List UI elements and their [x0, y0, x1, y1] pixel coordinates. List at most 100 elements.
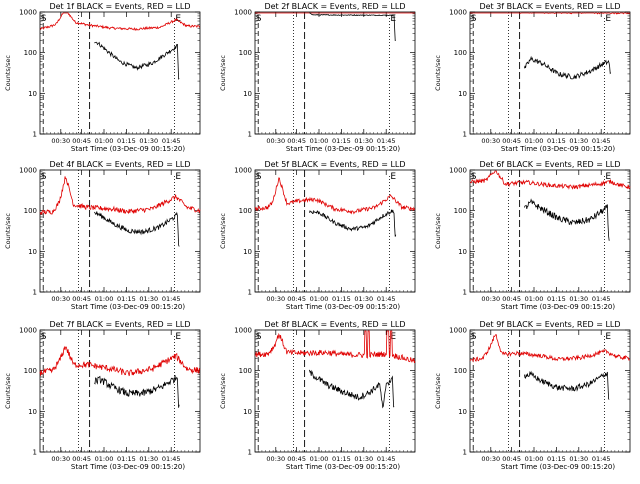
x-tick-label: 01:30	[569, 137, 588, 145]
detector-panel-7: Det 7f BLACK = Events, RED = LLD Counts/s…	[4, 320, 201, 471]
events-series-line	[524, 198, 610, 241]
x-tick-label: 01:30	[139, 455, 158, 463]
plot-frame	[254, 169, 416, 293]
x-tick-label: 01:15	[117, 295, 136, 303]
y-tick-label: 10	[28, 248, 37, 256]
x-tick-label: 01:15	[547, 455, 566, 463]
panel-title: Det 6f BLACK = Events, RED = LLD	[479, 160, 620, 169]
lld-series-line	[254, 177, 416, 215]
x-tick-label: 01:30	[354, 455, 373, 463]
x-tick-label: 00:45	[72, 295, 91, 303]
x-axis-label: Start Time (03-Dec-09 00:15:20)	[286, 145, 400, 153]
y-tick-label: 1	[463, 289, 467, 297]
events-series-line	[94, 374, 180, 408]
lld-series-line	[469, 170, 631, 190]
detector-panel-9: Det 9f BLACK = Events, RED = LLD Counts/s…	[434, 320, 631, 471]
x-tick-label: 00:45	[287, 137, 306, 145]
x-tick-label: 00:45	[287, 455, 306, 463]
start-marker-label: S	[471, 332, 477, 342]
x-tick-label: 00:30	[481, 137, 500, 145]
x-tick-label: 01:00	[310, 295, 329, 303]
start-marker-label: S	[471, 172, 477, 182]
events-series-line	[94, 211, 180, 247]
y-tick-label: 100	[24, 207, 37, 215]
x-tick-label: 00:30	[51, 455, 70, 463]
panel-title: Det 3f BLACK = Events, RED = LLD	[479, 2, 620, 11]
y-tick-label: 10	[458, 90, 467, 98]
y-tick-label: 100	[24, 367, 37, 375]
x-tick-label: 01:15	[547, 137, 566, 145]
y-tick-label: 1	[248, 449, 252, 457]
y-axis-label: Counts/sec	[4, 213, 12, 249]
lld-series-line	[254, 330, 416, 364]
plot-frame	[39, 329, 201, 453]
y-tick-label: 1	[248, 289, 252, 297]
plot-frame	[469, 169, 631, 293]
start-marker-label: S	[41, 172, 47, 182]
panel-title: Det 1f BLACK = Events, RED = LLD	[49, 2, 190, 11]
x-axis-label: Start Time (03-Dec-09 00:15:20)	[501, 145, 615, 153]
events-series-line	[309, 12, 396, 42]
start-marker-label: S	[256, 172, 262, 182]
y-tick-label: 1000	[19, 9, 37, 17]
y-tick-label: 10	[458, 408, 467, 416]
x-tick-label: 01:15	[547, 295, 566, 303]
lld-series-line	[39, 176, 201, 215]
lld-series-line	[39, 12, 201, 32]
panel-title: Det 7f BLACK = Events, RED = LLD	[49, 320, 190, 329]
y-tick-label: 1000	[234, 327, 252, 335]
x-tick-label: 01:30	[139, 137, 158, 145]
lld-series-line	[39, 345, 201, 377]
panel-title: Det 9f BLACK = Events, RED = LLD	[479, 320, 620, 329]
x-tick-label: 01:45	[377, 295, 396, 303]
y-tick-label: 100	[454, 207, 467, 215]
detector-panel-3: Det 3f BLACK = Events, RED = LLD Counts/s…	[434, 2, 631, 153]
x-tick-label: 00:30	[266, 295, 285, 303]
x-tick-label: 00:45	[72, 137, 91, 145]
x-tick-label: 01:45	[592, 137, 611, 145]
panel-title: Det 4f BLACK = Events, RED = LLD	[49, 160, 190, 169]
y-tick-label: 1000	[19, 327, 37, 335]
x-tick-label: 01:00	[310, 455, 329, 463]
x-tick-label: 01:15	[332, 137, 351, 145]
lld-series-line	[470, 12, 631, 15]
start-marker-label: S	[256, 332, 262, 342]
end-marker-label: E	[390, 14, 396, 24]
x-tick-label: 00:30	[51, 295, 70, 303]
x-tick-label: 00:45	[287, 295, 306, 303]
y-tick-label: 100	[454, 367, 467, 375]
y-tick-label: 1	[463, 449, 467, 457]
x-tick-label: 01:00	[95, 455, 114, 463]
x-tick-label: 01:45	[377, 137, 396, 145]
y-tick-label: 1	[33, 289, 37, 297]
x-tick-label: 01:45	[162, 137, 181, 145]
y-tick-label: 10	[243, 248, 252, 256]
y-tick-label: 100	[239, 49, 252, 57]
events-series-line	[309, 369, 395, 409]
y-tick-label: 1	[33, 449, 37, 457]
y-tick-label: 1000	[19, 167, 37, 175]
y-tick-label: 100	[24, 49, 37, 57]
start-marker-label: S	[256, 14, 262, 24]
start-marker-label: S	[471, 14, 477, 24]
end-marker-label: E	[390, 332, 396, 342]
detector-panel-1: Det 1f BLACK = Events, RED = LLD Counts/s…	[4, 2, 201, 153]
y-tick-label: 10	[243, 408, 252, 416]
panel-title: Det 2f BLACK = Events, RED = LLD	[264, 2, 405, 11]
x-tick-label: 01:00	[310, 137, 329, 145]
y-tick-label: 1000	[449, 167, 467, 175]
start-marker-label: S	[41, 332, 47, 342]
x-axis-label: Start Time (03-Dec-09 00:15:20)	[286, 463, 400, 471]
y-tick-label: 1000	[234, 167, 252, 175]
x-tick-label: 00:30	[266, 137, 285, 145]
end-marker-label: E	[175, 332, 181, 342]
x-tick-label: 01:15	[117, 455, 136, 463]
y-tick-label: 1000	[234, 9, 252, 17]
x-tick-label: 01:15	[332, 295, 351, 303]
x-tick-label: 01:30	[569, 295, 588, 303]
end-marker-label: E	[605, 332, 611, 342]
x-tick-label: 01:30	[139, 295, 158, 303]
y-tick-label: 1	[248, 131, 252, 139]
x-tick-label: 01:15	[332, 455, 351, 463]
